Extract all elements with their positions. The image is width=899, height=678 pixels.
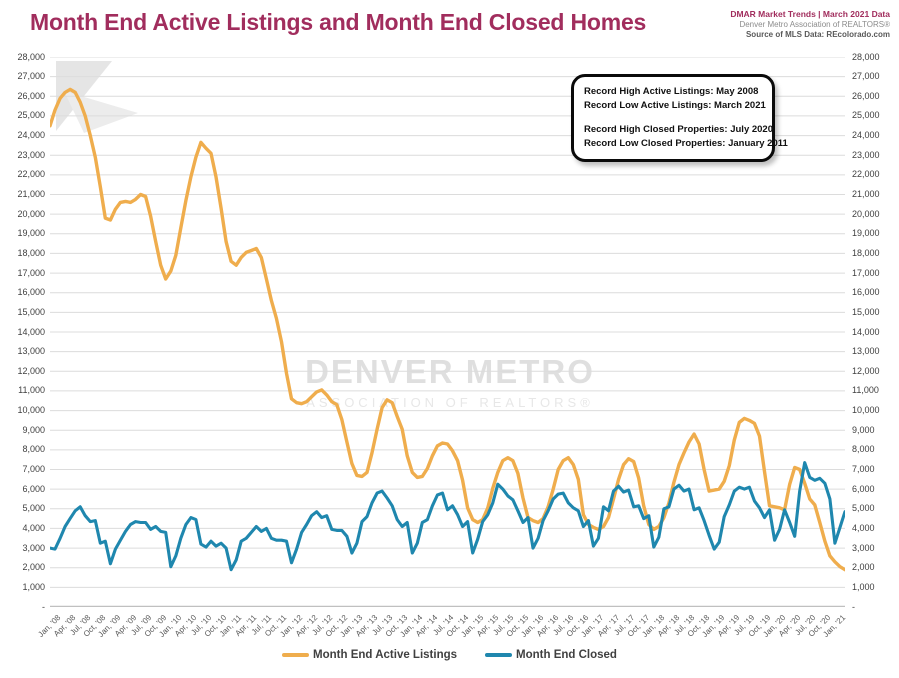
y-tick-label-right: 20,000 xyxy=(852,208,880,219)
y-tick-label-right: 26,000 xyxy=(852,90,880,101)
plot-area: DENVER METRO ASSOCIATION OF REALTORS® xyxy=(50,57,845,607)
header-meta-line2: Denver Metro Association of REALTORS® xyxy=(739,20,890,30)
y-tick-label-left: 28,000 xyxy=(17,51,45,62)
y-tick-label-left: 17,000 xyxy=(17,267,45,278)
y-tick-label-left: 18,000 xyxy=(17,247,45,258)
legend-label: Month End Closed xyxy=(516,649,617,661)
y-tick-label-right: 17,000 xyxy=(852,267,880,278)
y-tick-label-left: 27,000 xyxy=(17,71,45,82)
y-tick-label-left: 2,000 xyxy=(22,562,45,573)
y-tick-label-right: 14,000 xyxy=(852,326,880,337)
y-tick-label-right: 18,000 xyxy=(852,247,880,258)
y-tick-label-left: 8,000 xyxy=(22,444,45,455)
y-tick-label-right: 5,000 xyxy=(852,503,875,514)
y-tick-label-right: 19,000 xyxy=(852,228,880,239)
header-meta-line3: Source of MLS Data: REcolorado.com xyxy=(745,30,890,40)
y-tick-label-left: 13,000 xyxy=(17,346,45,357)
watermark-line2: ASSOCIATION OF REALTORS® xyxy=(306,395,594,410)
y-tick-label-left: 6,000 xyxy=(22,483,45,494)
legend-item-active-listings: Month End Active Listings xyxy=(282,649,457,661)
y-tick-label-right: 11,000 xyxy=(852,385,879,396)
line-chart-svg xyxy=(50,57,845,607)
y-tick-label-left: 15,000 xyxy=(17,306,45,317)
y-tick-label-right: 1,000 xyxy=(852,581,875,592)
y-tick-label-left: 12,000 xyxy=(17,365,45,376)
y-tick-label-right: 25,000 xyxy=(852,110,880,121)
y-tick-label-left: 10,000 xyxy=(17,405,45,416)
y-tick-label-right: - xyxy=(852,601,855,612)
legend-item-closed: Month End Closed xyxy=(485,649,617,661)
y-tick-label-right: 3,000 xyxy=(852,542,875,553)
y-tick-label-right: 10,000 xyxy=(852,405,880,416)
annotation-line: Record Low Closed Properties: January 20… xyxy=(584,137,788,149)
y-tick-label-right: 24,000 xyxy=(852,130,880,141)
y-tick-label-left: 5,000 xyxy=(22,503,45,514)
y-tick-label-left: 4,000 xyxy=(22,522,45,533)
y-tick-label-left: 11,000 xyxy=(18,385,45,396)
y-tick-label-right: 15,000 xyxy=(852,306,880,317)
y-tick-label-right: 27,000 xyxy=(852,71,880,82)
y-tick-label-left: - xyxy=(42,601,45,612)
y-tick-label-left: 23,000 xyxy=(17,149,45,160)
y-tick-label-left: 14,000 xyxy=(17,326,45,337)
y-tick-label-right: 23,000 xyxy=(852,149,880,160)
y-tick-label-left: 22,000 xyxy=(17,169,45,180)
y-tick-label-left: 20,000 xyxy=(17,208,45,219)
y-tick-label-left: 25,000 xyxy=(17,110,45,121)
y-tick-label-right: 21,000 xyxy=(852,189,880,199)
y-tick-label-left: 19,000 xyxy=(17,228,45,239)
closed-homes-line xyxy=(50,461,845,572)
annotation-line: Record Low Active Listings: March 2021 xyxy=(584,100,766,112)
active-listings-line xyxy=(50,87,845,572)
legend-swatch-icon xyxy=(282,653,310,657)
y-tick-label-left: 21,000 xyxy=(17,189,45,199)
record-annotation-box: Record High Active Listings: May 2008 Rec… xyxy=(571,74,788,162)
annotation-line: Record High Active Listings: May 2008 xyxy=(584,86,759,97)
y-tick-label-right: 16,000 xyxy=(852,287,880,298)
y-tick-label-left: 16,000 xyxy=(17,287,45,298)
header-meta-line1: DMAR Market Trends | March 2021 Data xyxy=(730,9,890,19)
y-tick-label-right: 28,000 xyxy=(852,51,880,62)
y-tick-label-right: 7,000 xyxy=(852,464,875,474)
annotation-spacer xyxy=(584,114,766,123)
annotation-line: Record High Closed Properties: July 2020 xyxy=(584,123,774,135)
y-tick-label-right: 2,000 xyxy=(852,562,875,573)
y-tick-label-left: 24,000 xyxy=(17,130,45,141)
y-tick-label-left: 9,000 xyxy=(22,424,45,435)
y-tick-label-right: 12,000 xyxy=(852,365,880,376)
y-tick-label-left: 7,000 xyxy=(22,464,45,474)
y-tick-label-left: 1,000 xyxy=(22,581,45,592)
y-tick-label-right: 6,000 xyxy=(852,483,875,494)
y-tick-label-right: 13,000 xyxy=(852,346,880,357)
y-tick-label-right: 9,000 xyxy=(852,424,875,435)
y-tick-label-right: 4,000 xyxy=(852,522,875,533)
y-tick-label-right: 8,000 xyxy=(852,444,875,455)
legend-swatch-icon xyxy=(485,653,513,657)
y-tick-label-left: 3,000 xyxy=(22,542,45,553)
y-tick-label-left: 26,000 xyxy=(17,90,45,101)
chart-legend: Month End Active Listings Month End Close… xyxy=(0,649,899,661)
y-tick-label-right: 22,000 xyxy=(852,169,880,180)
legend-label: Month End Active Listings xyxy=(313,649,458,661)
page-title: Month End Active Listings and Month End … xyxy=(30,9,647,35)
header-meta: DMAR Market Trends | March 2021 Data Den… xyxy=(730,9,890,41)
